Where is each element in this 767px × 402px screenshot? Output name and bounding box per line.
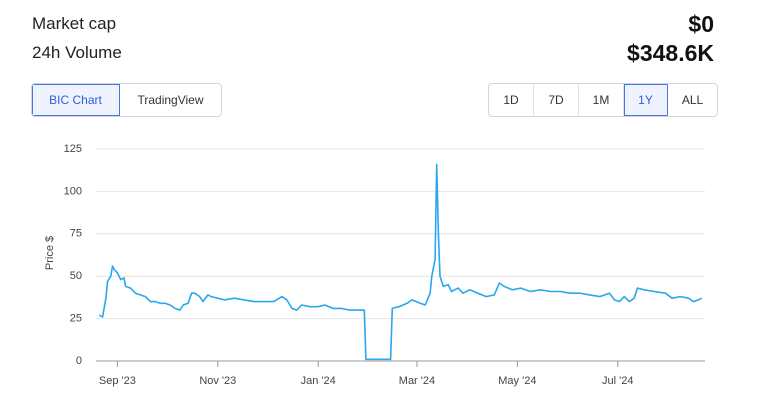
x-tick-label: May '24 bbox=[498, 375, 536, 387]
y-tick-label: 50 bbox=[70, 270, 82, 282]
tab[interactable]: TradingView bbox=[137, 93, 204, 107]
x-tick-label: Mar '24 bbox=[399, 375, 435, 387]
y-axis-label: Price $ bbox=[44, 236, 56, 270]
y-tick-label: 125 bbox=[64, 143, 82, 155]
stat-label: Market cap bbox=[32, 14, 117, 33]
y-tick-label: 25 bbox=[70, 313, 82, 325]
stat-label: 24h Volume bbox=[32, 43, 122, 62]
source-tabs: BIC Chart TradingView bbox=[31, 83, 222, 117]
range-tabs: 1D 7D 1M 1Y ALL bbox=[488, 83, 718, 117]
x-tick-label: Sep '23 bbox=[99, 375, 136, 387]
stat-value: $0 bbox=[688, 11, 714, 37]
y-tick-label: 0 bbox=[76, 355, 82, 367]
tab[interactable]: 1D bbox=[489, 84, 534, 116]
y-tick-label: 75 bbox=[70, 228, 82, 240]
x-tick-label: Nov '23 bbox=[199, 375, 236, 387]
x-tick-label: Jan '24 bbox=[301, 375, 336, 387]
tab[interactable]: BIC Chart bbox=[32, 84, 120, 116]
y-tick-label: 100 bbox=[64, 185, 82, 197]
tab[interactable]: ALL bbox=[681, 93, 704, 107]
tab[interactable]: 1M bbox=[579, 84, 624, 116]
x-tick-label: Jul '24 bbox=[602, 375, 633, 387]
chart: Price $ 0 25 50 75 100 125 Sep '23 Nov '23 Jan '… bbox=[44, 143, 705, 387]
tab[interactable]: 7D bbox=[534, 84, 579, 116]
price-line bbox=[98, 163, 703, 361]
tab[interactable]: 1Y bbox=[624, 84, 668, 116]
stat-value: $348.6K bbox=[627, 40, 714, 66]
